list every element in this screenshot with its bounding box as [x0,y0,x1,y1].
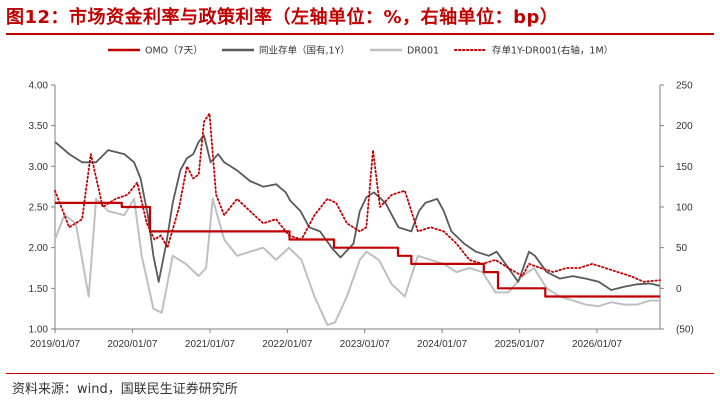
series-line-1 [54,134,661,291]
series-line-3 [54,112,661,283]
y-left-tick-label: 1.00 [29,325,49,336]
y-left-tick-label: 3.00 [29,162,49,173]
x-tick-label: 2019/01/07 [30,339,80,350]
chart: 1.00 1.50 2.00 2.50 3.00 3.50 4.00 (50) 0 50 100 1… [29,45,694,351]
y-left-axis: 1.00 1.50 2.00 2.50 3.00 3.50 4.00 [29,81,55,336]
y-right-tick-label: 0 [676,284,682,295]
x-axis: 2019/01/07 2020/01/07 2021/01/07 2022/01/07… [30,329,622,350]
y-right-tick-label: 250 [676,81,693,92]
x-tick-label: 2025/01/07 [495,339,545,350]
y-left-tick-label: 1.50 [29,284,49,295]
chart-title: 图12：市场资金利率与政策利率（左轴单位：%，右轴单位：bp） [6,7,559,28]
x-tick-label: 2022/01/07 [262,339,312,350]
legend-label-0: OMO（7天） [145,45,203,57]
y-left-tick-label: 4.00 [29,81,49,92]
legend-label-3: 存单1Y-DR001(右轴，1M） [492,45,613,57]
legend: OMO（7天） 同业存单（国有,1Y） DR001 存单1Y-DR001(右轴，1M） [108,45,613,57]
y-right-tick-label: 150 [676,162,693,173]
y-right-tick-label: (50) [676,325,694,336]
x-tick-label: 2021/01/07 [185,339,235,350]
y-right-tick-label: 50 [676,243,688,254]
y-left-tick-label: 2.00 [29,243,49,254]
x-tick-label: 2024/01/07 [417,339,467,350]
y-right-axis: (50) 0 50 100 150 200 250 [660,81,694,336]
legend-label-1: 同业存单（国有,1Y） [259,45,350,57]
series-layer [54,112,661,326]
series-line-0 [55,201,660,298]
y-left-tick-label: 3.50 [29,121,49,132]
legend-label-2: DR001 [407,46,439,57]
source-note: 资料来源：wind，国联民生证券研究所 [12,382,238,397]
y-right-tick-label: 100 [676,203,693,214]
y-left-tick-label: 2.50 [29,203,49,214]
x-tick-label: 2020/01/07 [107,339,157,350]
series-line-2 [54,197,660,326]
source-rule [6,373,714,374]
y-right-tick-label: 200 [676,121,693,132]
title-rule [6,33,714,35]
x-tick-label: 2026/01/07 [572,339,622,350]
x-tick-label: 2023/01/07 [340,339,390,350]
